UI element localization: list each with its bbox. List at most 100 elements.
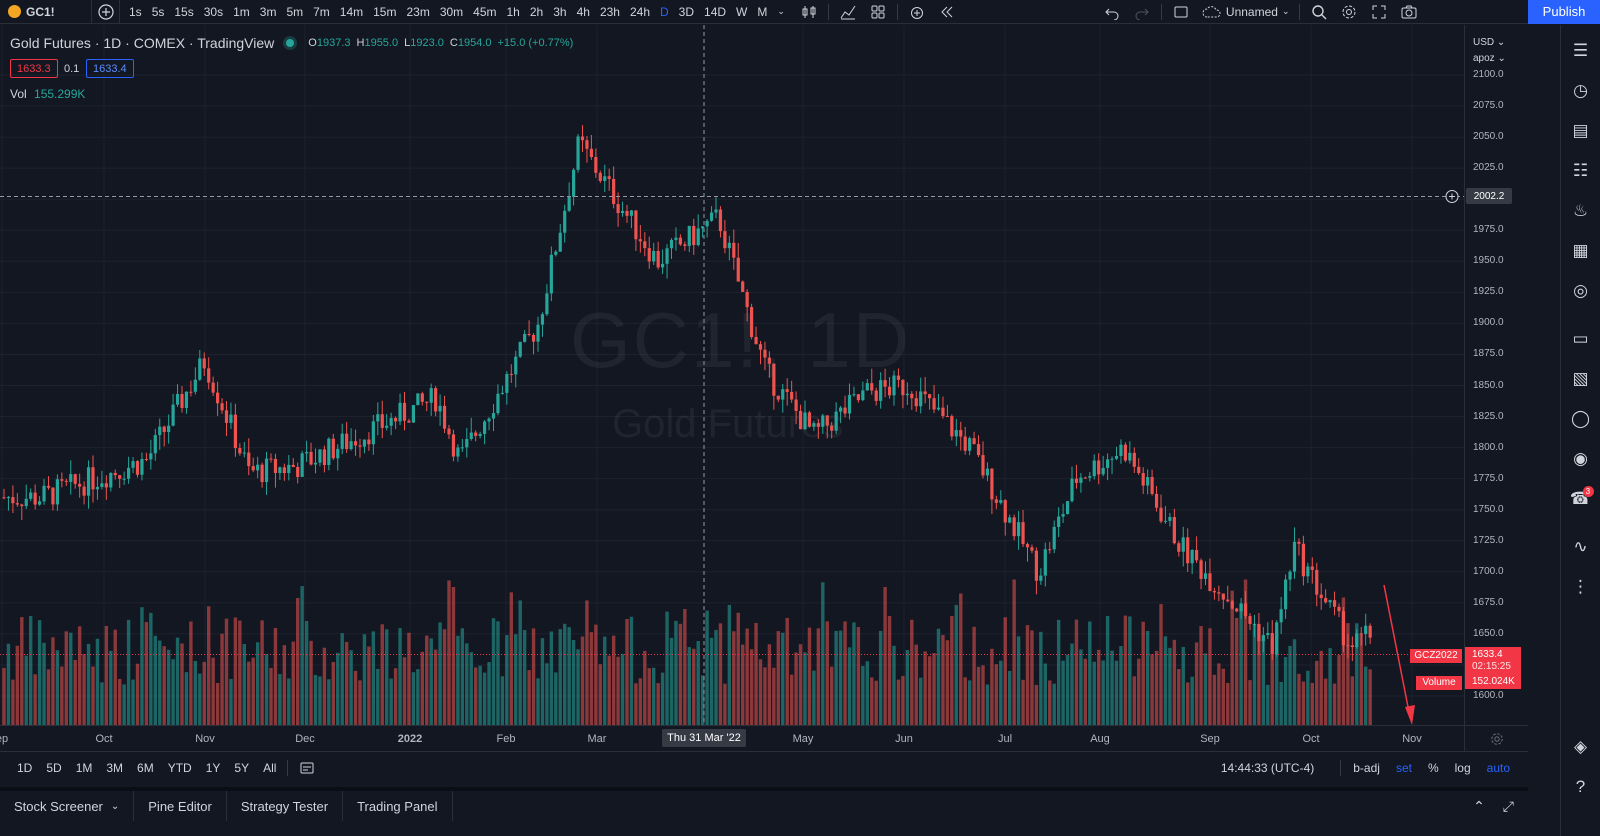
interval-30m[interactable]: 30m xyxy=(439,4,464,19)
streams-icon[interactable]: ◉ xyxy=(1573,449,1588,468)
axis-settings-button[interactable] xyxy=(1464,725,1528,751)
replay-button[interactable] xyxy=(932,0,962,24)
interval-14m[interactable]: 14m xyxy=(339,4,364,19)
currency-menu[interactable]: USD ⌄ xyxy=(1473,37,1506,48)
watchlist-icon[interactable]: ☰ xyxy=(1572,41,1589,60)
last-price-value: 1633.4 xyxy=(1472,648,1503,660)
interval-m[interactable]: M xyxy=(757,4,768,19)
interval-23h[interactable]: 23h xyxy=(599,4,620,19)
range-6m[interactable]: 6M xyxy=(137,760,154,775)
volume-bar xyxy=(1243,579,1248,725)
market-status-icon[interactable] xyxy=(286,39,295,47)
search-button[interactable] xyxy=(1304,0,1334,24)
publish-button[interactable]: Publish xyxy=(1528,0,1600,24)
volume-bar xyxy=(629,616,634,725)
layout-name-menu[interactable]: Unnamed ⌄ xyxy=(1196,5,1296,19)
price-chart[interactable] xyxy=(0,25,1464,725)
trading-panel-icon[interactable]: ∿ xyxy=(1573,537,1588,556)
alert-button[interactable] xyxy=(902,0,932,24)
chat-icon[interactable]: ▧ xyxy=(1572,369,1589,388)
hotlists-fire-icon[interactable]: ♨ xyxy=(1572,201,1589,220)
news-icon[interactable]: ▤ xyxy=(1572,121,1589,140)
candle-body xyxy=(870,383,874,391)
fullscreen-layout-button[interactable] xyxy=(1166,0,1196,24)
volume-bar xyxy=(340,633,344,725)
notifications-bell-icon[interactable]: ☎ 3 xyxy=(1561,479,1600,519)
interval-24h[interactable]: 24h xyxy=(629,4,650,19)
help-icon[interactable]: ? xyxy=(1575,777,1586,796)
legend-title[interactable]: Gold Futures · 1D · COMEX · TradingView xyxy=(10,35,275,51)
volume-legend[interactable]: Vol 155.299K xyxy=(10,87,85,101)
interval-d[interactable]: D xyxy=(660,4,669,19)
candle-body xyxy=(669,239,674,249)
ideas-bulb-icon[interactable]: ◎ xyxy=(1573,281,1588,300)
log-scale-toggle[interactable]: log xyxy=(1454,760,1471,775)
interval-15s[interactable]: 15s xyxy=(174,4,194,19)
interval-1h[interactable]: 1h xyxy=(506,4,520,19)
interval-4h[interactable]: 4h xyxy=(576,4,590,19)
tips-icon[interactable]: ◯ xyxy=(1570,409,1591,428)
data-window-icon[interactable]: ☷ xyxy=(1572,161,1589,180)
interval-5s[interactable]: 5s xyxy=(151,4,165,19)
undo-button[interactable] xyxy=(1097,0,1127,24)
range-ytd[interactable]: YTD xyxy=(167,760,192,775)
interval-14d[interactable]: 14D xyxy=(704,4,727,19)
symbol-search[interactable]: GC1! xyxy=(0,0,92,24)
dom-icon[interactable]: ⋮ xyxy=(1572,577,1589,596)
interval-7m[interactable]: 7m xyxy=(313,4,330,19)
tab-strategy-tester[interactable]: Strategy Tester xyxy=(227,791,344,821)
range-all[interactable]: All xyxy=(263,760,277,775)
interval-1s[interactable]: 1s xyxy=(129,4,142,19)
interval-23m[interactable]: 23m xyxy=(406,4,430,19)
interval-45m[interactable]: 45m xyxy=(473,4,497,19)
fullscreen-button[interactable] xyxy=(1364,0,1394,24)
interval-1m[interactable]: 1m xyxy=(233,4,250,19)
candle-body xyxy=(229,414,233,423)
candle-body xyxy=(527,333,531,335)
settlement-toggle[interactable]: set xyxy=(1395,760,1412,775)
interval-3h[interactable]: 3h xyxy=(553,4,567,19)
compare-symbol-button[interactable] xyxy=(92,0,120,24)
chats-icon[interactable]: ▭ xyxy=(1572,329,1589,348)
back-adjust-toggle[interactable]: b-adj xyxy=(1353,760,1380,775)
range-5d[interactable]: 5D xyxy=(46,760,62,775)
chart-type-button[interactable] xyxy=(794,0,824,24)
auto-scale-toggle[interactable]: auto xyxy=(1486,760,1510,775)
interval-5m[interactable]: 5m xyxy=(286,4,304,19)
range-3m[interactable]: 3M xyxy=(106,760,124,775)
clock-readout[interactable]: 14:44:33 (UTC-4) xyxy=(1220,760,1315,775)
calendar-icon[interactable]: ▦ xyxy=(1572,241,1589,260)
time-axis[interactable]: ep Oct Nov Dec 2022 Feb Mar May Jun Jul Aug Sep Oct N… xyxy=(0,725,1464,751)
tab-trading-panel[interactable]: Trading Panel xyxy=(343,791,453,821)
interval-3d[interactable]: 3D xyxy=(678,4,695,19)
interval-w[interactable]: W xyxy=(736,4,748,19)
chevron-up-icon[interactable]: ⌃ xyxy=(1473,797,1485,814)
layouts-button[interactable] xyxy=(863,0,893,24)
tab-stock-screener[interactable]: Stock Screener ⌄ xyxy=(0,791,135,821)
sell-price-button[interactable]: 1633.3 xyxy=(10,59,58,78)
candle-body xyxy=(322,449,326,466)
price-axis[interactable]: USD ⌄ apoz ⌄ 2100.0 2075.0 2050.0 2025.0 197… xyxy=(1464,25,1528,725)
maximize-panel-icon[interactable]: ⤢ xyxy=(1502,797,1514,814)
percent-scale-toggle[interactable]: % xyxy=(1427,760,1439,775)
range-5y[interactable]: 5Y xyxy=(234,760,250,775)
goto-date-button[interactable] xyxy=(292,756,322,780)
chart-pane[interactable]: GC1!, 1D Gold Futures Gold Futures · 1D … xyxy=(0,25,1528,785)
layers-icon[interactable]: ◈ xyxy=(1573,737,1588,756)
snapshot-button[interactable] xyxy=(1394,0,1424,24)
range-1m[interactable]: 1M xyxy=(75,760,93,775)
unit-menu[interactable]: apoz ⌄ xyxy=(1473,53,1506,64)
chevron-down-icon[interactable]: ⌄ xyxy=(777,6,785,16)
alerts-clock-icon[interactable]: ◷ xyxy=(1573,81,1588,100)
interval-30s[interactable]: 30s xyxy=(203,4,224,19)
indicators-button[interactable] xyxy=(833,0,863,24)
interval-2h[interactable]: 2h xyxy=(529,4,544,19)
range-1y[interactable]: 1Y xyxy=(205,760,221,775)
interval-3m[interactable]: 3m xyxy=(259,4,277,19)
tab-pine-editor[interactable]: Pine Editor xyxy=(134,791,227,821)
redo-button[interactable] xyxy=(1127,0,1157,24)
interval-15m[interactable]: 15m xyxy=(373,4,397,19)
buy-price-button[interactable]: 1633.4 xyxy=(86,59,134,78)
range-1d[interactable]: 1D xyxy=(17,760,33,775)
settings-button[interactable] xyxy=(1334,0,1364,24)
